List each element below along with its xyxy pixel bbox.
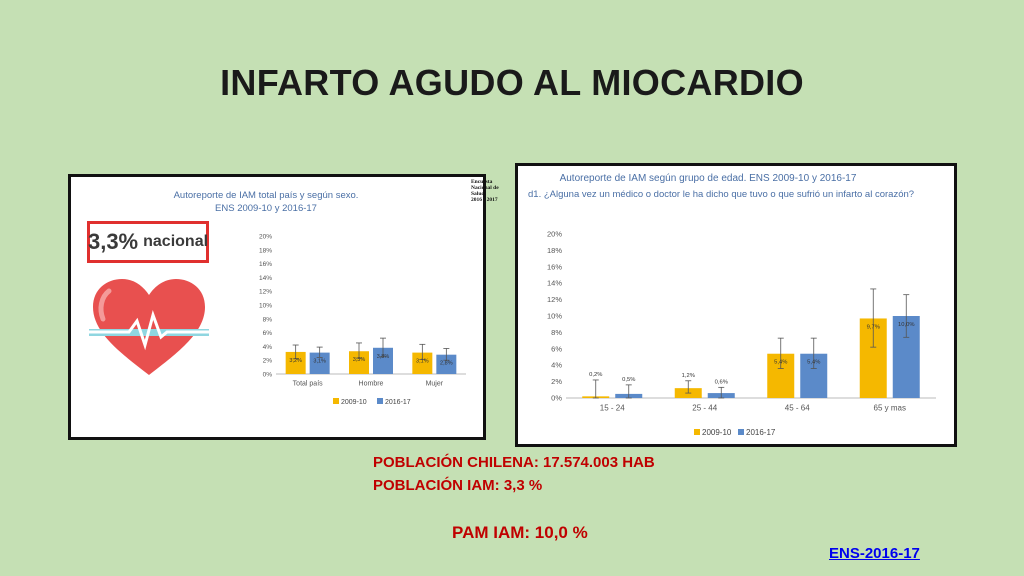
age-chart-ytick-label: 14%: [547, 279, 562, 288]
sex-chart-data-label: 3,1%: [313, 359, 326, 365]
sex-chart-title: Autoreporte de IAM total país y según se…: [173, 190, 359, 201]
sex-chart-bar: [373, 347, 393, 374]
sex-chart-ytick-label: 2%: [263, 358, 273, 365]
sex-chart-ytick-label: 18%: [259, 247, 272, 254]
sex-chart-ytick-label: 20%: [259, 234, 272, 241]
ens-source-link[interactable]: ENS-2016-17: [829, 545, 920, 562]
ens-logo: Encuesta Nacional de Salud 2016 - 2017: [471, 179, 499, 203]
sex-chart-data-label: 3,3%: [353, 357, 366, 363]
sex-chart-legend-swatch: [377, 398, 383, 404]
sex-chart-data-label: 3,2%: [289, 358, 302, 364]
sex-chart-ytick-label: 0%: [263, 372, 273, 379]
age-chart-data-label: 0,2%: [589, 372, 602, 378]
age-chart-ytick-label: 12%: [547, 295, 562, 304]
sex-chart-ytick-label: 10%: [259, 303, 272, 310]
sex-chart-bar: [285, 351, 306, 374]
age-chart-legend-swatch: [694, 429, 700, 435]
sex-chart-data-label: 3,8%: [377, 354, 390, 360]
age-chart-ytick-label: 18%: [547, 246, 562, 255]
age-bar-chart: 0% 2% 4% 6% 8% 10% 12% 14% 16% 18% 20% 15 - 24 0,2% 0…: [547, 230, 936, 437]
age-chart-xtick-label: 15 - 24: [600, 404, 625, 413]
pam-iam-info: PAM IAM: 10,0 %: [452, 523, 588, 542]
sex-chart-legend-label: 2016-17: [385, 399, 411, 406]
sex-chart-ytick-label: 16%: [259, 261, 272, 268]
sex-chart-legend-label: 2009-10: [341, 399, 367, 406]
national-rate-value: 3,3%: [87, 229, 139, 254]
sex-chart-xtick-label: Hombre: [359, 381, 384, 388]
age-chart-subtitle: d1. ¿Alguna vez un médico o doctor le ha…: [528, 189, 915, 200]
age-chart-xtick-label: 25 - 44: [692, 404, 717, 413]
sex-chart-data-label: 3,1%: [416, 359, 429, 365]
heart-pulse-icon: [89, 279, 209, 375]
sex-chart-ytick-label: 6%: [263, 330, 273, 337]
age-chart-ytick-label: 2%: [551, 377, 562, 386]
age-chart-xtick-label: 45 - 64: [785, 404, 810, 413]
age-chart-data-label: 5,4%: [807, 360, 820, 366]
sex-chart-data-label: 2,8%: [440, 361, 453, 367]
age-chart-xtick-label: 65 y mas: [874, 404, 906, 413]
age-chart-ytick-label: 8%: [551, 328, 562, 337]
slide-title: INFARTO AGUDO AL MIOCARDIO: [220, 62, 804, 103]
age-chart-title: Autoreporte de IAM según grupo de edad. …: [559, 173, 857, 184]
sex-chart-bar: [412, 352, 433, 374]
age-chart-ytick-label: 20%: [547, 230, 562, 239]
population-info: POBLACIÓN CHILENA: 17.574.003 HAB: [373, 454, 655, 471]
national-rate-label: nacional: [143, 233, 209, 250]
sex-chart-xtick-label: Total país: [293, 381, 323, 388]
age-chart-legend-label: 2016-17: [746, 428, 776, 437]
age-chart-data-label: 1,2%: [682, 373, 695, 379]
sex-chart-subtitle: ENS 2009-10 y 2016-17: [215, 203, 317, 214]
sex-chart-title-block: Autoreporte de IAM total país y según se…: [166, 189, 366, 215]
sex-chart-xtick-label: Mujer: [426, 381, 444, 388]
sex-chart-bar: [309, 352, 330, 374]
age-chart-data-label: 0,5%: [622, 377, 635, 383]
sex-chart-ytick-label: 8%: [263, 316, 273, 323]
age-chart-legend-label: 2009-10: [702, 428, 732, 437]
iam-population-info: POBLACIÓN IAM: 3,3 %: [373, 477, 543, 494]
age-chart-ytick-label: 0%: [551, 394, 562, 403]
age-chart-legend-swatch: [738, 429, 744, 435]
age-chart-ytick-label: 6%: [551, 344, 562, 353]
sex-chart-bar: [436, 354, 457, 374]
sex-chart-ytick-label: 12%: [259, 289, 272, 296]
age-chart-data-label: 5,4%: [774, 360, 787, 366]
sex-bar-chart: 0% 2% 4% 6% 8% 10% 12% 14% 16% 18% 20% Total país 3,…: [259, 234, 466, 406]
age-chart-data-label: 10,0%: [898, 322, 914, 328]
age-chart-ytick-label: 4%: [551, 361, 562, 370]
national-rate-box: 3,3% nacional: [87, 221, 209, 263]
age-chart-panel: Autoreporte de IAM según grupo de edad. …: [515, 163, 957, 447]
age-chart-ytick-label: 16%: [547, 262, 562, 271]
sex-chart-bar: [349, 351, 369, 374]
sex-chart-legend-swatch: [333, 398, 339, 404]
sex-chart-ytick-label: 4%: [263, 344, 273, 351]
age-chart-data-label: 0,6%: [715, 379, 728, 385]
sex-chart-ytick-label: 14%: [259, 275, 272, 282]
sex-chart-panel: Autoreporte de IAM total país y según se…: [68, 174, 499, 440]
age-chart-ytick-label: 10%: [547, 312, 562, 321]
age-chart-data-label: 9,7%: [867, 324, 880, 330]
